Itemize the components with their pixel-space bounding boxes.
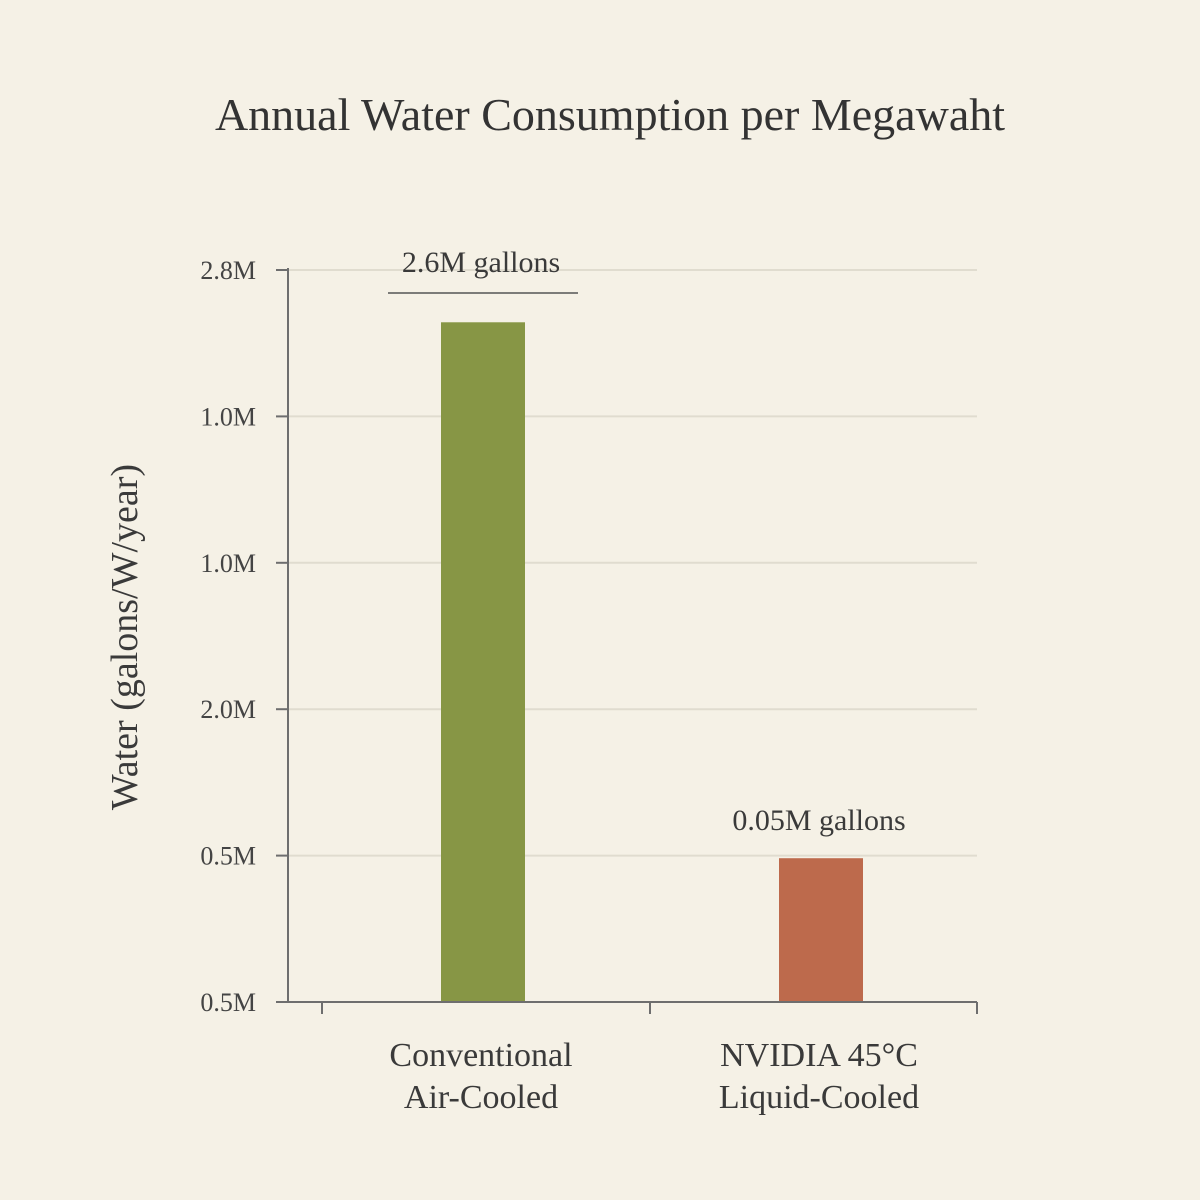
x-category-label: Air-Cooled <box>404 1079 558 1116</box>
gridlines <box>288 269 977 857</box>
y-axis-label: Water (galons/W/year) <box>104 464 146 810</box>
labels: 2.8M 1.0M 1.0M 2.0M 0.5M 0.5M 2.6M gallons Conv… <box>200 246 919 1116</box>
y-tick-label: 2.8M <box>200 256 256 285</box>
y-tick-label: 1.0M <box>200 402 256 431</box>
data-label: 2.6M gallons <box>402 246 560 279</box>
y-tick-label: 2.0M <box>200 695 256 724</box>
x-category-label: Conventional <box>389 1037 572 1074</box>
x-category-label: NVIDIA 45°C <box>720 1037 918 1074</box>
bar <box>441 322 525 1002</box>
chart-title: Annual Water Consumption per Megawaht <box>215 89 1005 140</box>
axes <box>276 268 978 1014</box>
bar <box>779 858 863 1002</box>
x-category-label: Liquid-Cooled <box>719 1079 919 1116</box>
bars <box>441 322 863 1002</box>
data-label: 0.05M gallons <box>732 804 905 837</box>
y-tick-label: 1.0M <box>200 549 256 578</box>
y-tick-label: 0.5M <box>200 988 256 1017</box>
y-tick-label: 0.5M <box>200 842 256 871</box>
